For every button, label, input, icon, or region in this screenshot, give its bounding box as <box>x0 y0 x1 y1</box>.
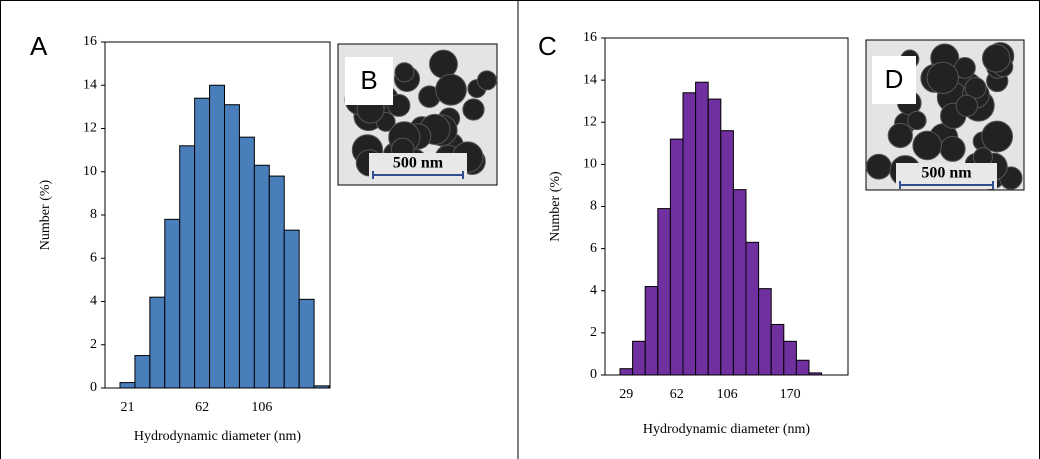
bar <box>194 97 211 389</box>
y-tick-label: 16 <box>83 34 97 49</box>
x-tick-label: 62 <box>670 387 684 402</box>
x-tick-label: 106 <box>717 387 738 402</box>
y-tick-label: 2 <box>590 325 597 340</box>
bar <box>149 296 166 389</box>
y-tick-label: 2 <box>90 337 97 352</box>
bar <box>657 208 671 376</box>
y-tick-label: 10 <box>583 157 597 172</box>
bar <box>707 98 722 376</box>
y-tick-label: 8 <box>90 207 97 222</box>
bar <box>164 218 181 389</box>
y-tick-label: 4 <box>590 283 597 298</box>
bar <box>783 340 797 376</box>
y-tick-label: 4 <box>90 294 97 309</box>
bar <box>619 368 634 376</box>
bar <box>298 298 315 389</box>
x-axis-label: Hydrodynamic diameter (nm) <box>134 429 302 444</box>
particle <box>981 44 1011 73</box>
bar <box>224 104 240 389</box>
bar <box>209 84 226 389</box>
particle <box>429 49 458 79</box>
bar <box>179 145 196 389</box>
particle <box>939 135 966 162</box>
bar <box>770 323 785 376</box>
bar <box>808 372 823 376</box>
bar <box>758 288 772 376</box>
y-tick-label: 6 <box>590 241 597 256</box>
particle <box>476 70 497 91</box>
x-tick-label: 21 <box>120 400 134 415</box>
bar <box>313 385 330 389</box>
bar <box>119 382 136 389</box>
bar <box>268 175 285 389</box>
particle <box>907 110 927 131</box>
bar <box>732 189 747 376</box>
particle <box>435 73 467 106</box>
bar <box>283 229 300 389</box>
particle <box>887 122 913 149</box>
particle <box>926 61 959 94</box>
x-tick-label: 29 <box>619 387 633 402</box>
y-tick-label: 0 <box>90 380 97 395</box>
bar <box>745 241 760 376</box>
bar <box>253 164 270 389</box>
y-tick-label: 14 <box>583 72 597 87</box>
bar <box>669 138 684 376</box>
bar <box>632 340 646 376</box>
y-tick-label: 0 <box>590 367 597 382</box>
x-tick-label: 106 <box>251 400 272 415</box>
label-box <box>345 57 393 105</box>
particle <box>462 98 485 121</box>
y-tick-label: 14 <box>83 77 97 92</box>
y-tick-label: 12 <box>83 121 97 136</box>
y-axis-label: Number (%) <box>38 179 53 250</box>
x-tick-label: 170 <box>780 387 801 402</box>
x-axis-label: Hydrodynamic diameter (nm) <box>643 422 811 437</box>
particle <box>394 62 415 83</box>
y-tick-label: 8 <box>590 199 597 214</box>
inset-label: B <box>360 65 377 95</box>
bar <box>682 92 697 376</box>
y-tick-label: 12 <box>583 114 597 129</box>
bar <box>695 81 709 376</box>
panel-label: C <box>538 31 557 61</box>
label-box <box>872 56 916 104</box>
inset-label: D <box>885 64 904 94</box>
bar <box>238 136 255 389</box>
y-tick-label: 10 <box>83 164 97 179</box>
bar <box>644 286 659 376</box>
y-tick-label: 16 <box>583 30 597 45</box>
particle <box>955 94 978 118</box>
particle <box>865 153 892 180</box>
panel-label: A <box>30 31 48 61</box>
x-tick-label: 62 <box>195 400 209 415</box>
particle <box>912 130 943 161</box>
particle <box>964 77 987 99</box>
particle <box>981 120 1014 153</box>
scale-bar-label: 500 nm <box>393 155 444 172</box>
particle <box>387 93 411 117</box>
bar <box>795 359 810 376</box>
scale-bar-label: 500 nm <box>921 165 972 182</box>
bar <box>720 130 734 376</box>
y-axis-label: Number (%) <box>548 171 563 242</box>
bar <box>134 355 151 389</box>
y-tick-label: 6 <box>90 250 97 265</box>
